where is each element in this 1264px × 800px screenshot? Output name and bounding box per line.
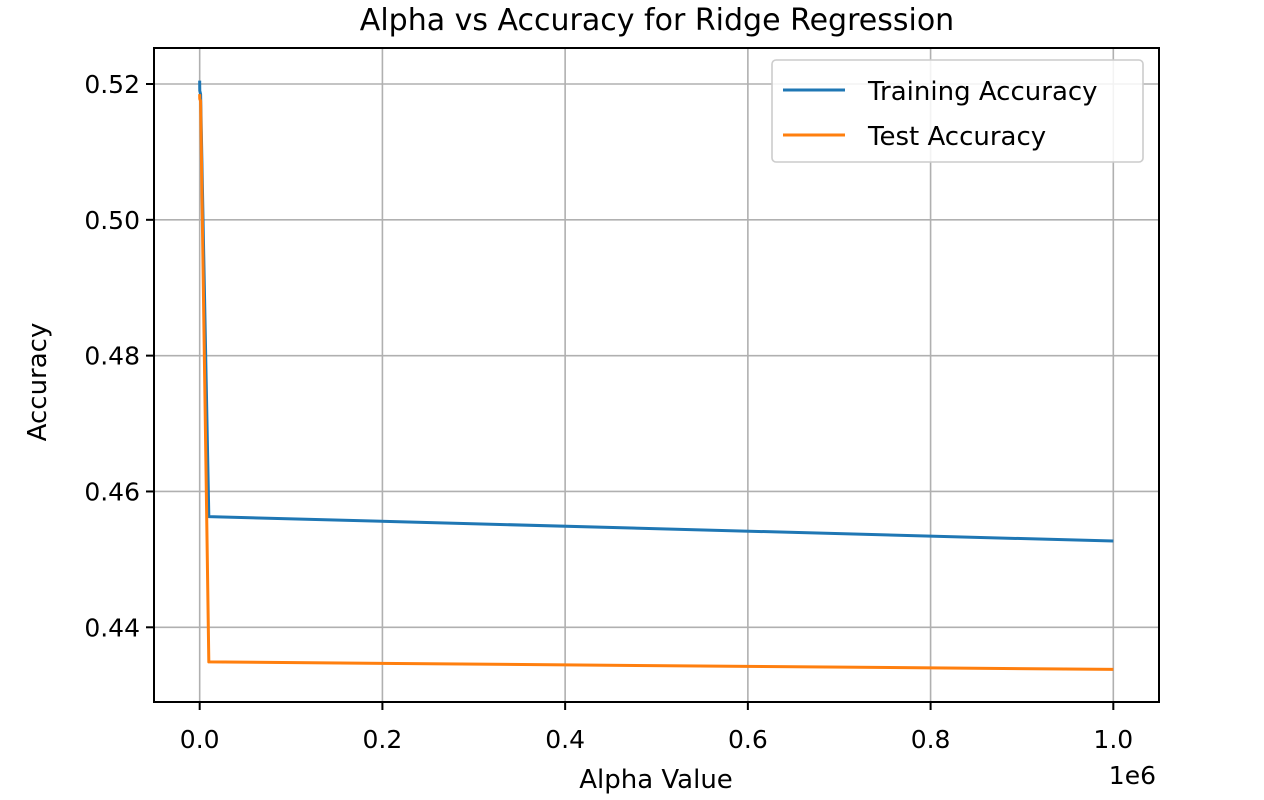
x-tick-label: 0.6 — [728, 725, 768, 754]
y-axis-label: Accuracy — [23, 323, 53, 442]
series-line-test-accuracy — [198, 93, 1114, 671]
y-tick-label: 0.44 — [84, 613, 140, 642]
legend-label: Test Accuracy — [867, 122, 1046, 152]
x-axis-scale-label: 1e6 — [1109, 761, 1156, 790]
y-tick-label: 0.48 — [84, 342, 140, 371]
plot-frame — [153, 47, 1160, 703]
x-tick-label: 0.2 — [363, 725, 403, 754]
y-tick-label: 0.50 — [84, 206, 140, 235]
x-tick-label: 0.0 — [180, 725, 220, 754]
chart-title: Alpha vs Accuracy for Ridge Regression — [360, 3, 954, 38]
x-tick-label: 1.0 — [1093, 725, 1133, 754]
y-tick-label: 0.46 — [84, 477, 140, 506]
series-line-training-accuracy — [198, 80, 1114, 543]
y-tick-label: 0.52 — [84, 70, 140, 99]
legend-box — [771, 59, 1144, 163]
series-group — [198, 80, 1114, 671]
x-tick-label: 0.4 — [545, 725, 585, 754]
legend-label: Training Accuracy — [867, 77, 1098, 107]
x-axis-label: Alpha Value — [579, 765, 733, 795]
ticks: 0.0 0.2 0.4 0.6 0.8 1.0 0.44 0.46 0.48 0.50 0.52 — [84, 70, 1133, 754]
legend: Training Accuracy Test Accuracy — [771, 59, 1144, 163]
x-tick-label: 0.8 — [911, 725, 951, 754]
